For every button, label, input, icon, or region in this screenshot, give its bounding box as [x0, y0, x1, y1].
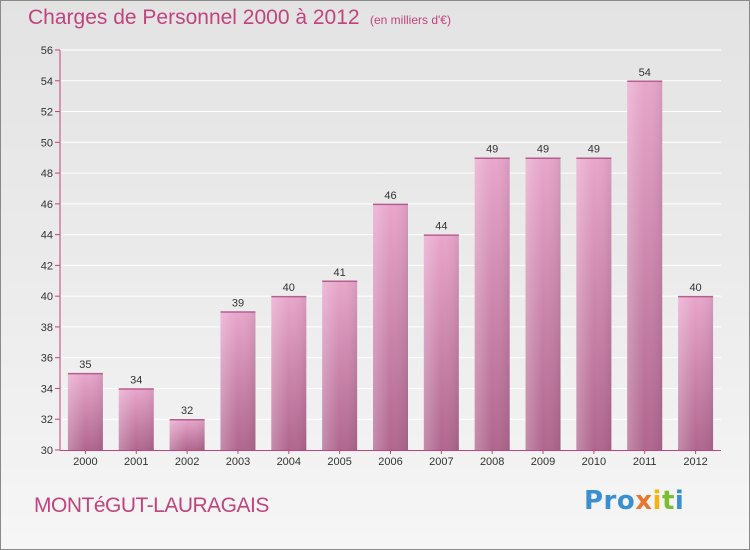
x-tick-label: 2007	[429, 456, 453, 468]
y-tick-label: 56	[41, 45, 53, 57]
x-tick-label: 2006	[378, 456, 402, 468]
commune-name: MONTéGUT-LAURAGAIS	[34, 494, 269, 517]
x-tick-label: 2002	[175, 456, 199, 468]
x-tick-labels: 2000 2001 2002 2003 2004 2005 2006 2007 2008 2009…	[73, 456, 708, 468]
y-tick-label: 50	[41, 137, 53, 149]
value-label: 49	[588, 144, 600, 156]
x-tick-label: 2005	[327, 456, 351, 468]
value-label: 46	[384, 190, 396, 202]
x-tick-label: 2001	[124, 456, 148, 468]
bar-shading	[220, 311, 256, 450]
x-tick-label: 2010	[582, 456, 606, 468]
value-label: 49	[486, 144, 498, 156]
x-tick-label: 2004	[277, 456, 301, 468]
x-tick-label: 2011	[633, 456, 657, 468]
y-tick-label: 36	[41, 353, 53, 365]
x-tick-label: 2000	[73, 456, 97, 468]
value-label: 35	[79, 359, 91, 371]
value-label: 54	[639, 67, 651, 79]
y-tick-label: 30	[41, 445, 53, 457]
y-tick-label: 34	[41, 383, 53, 395]
value-labels: 35 34 32 39 40 41 46 44 49 49 49 54 40	[79, 67, 701, 417]
chart-subtitle: (en milliers d'€)	[370, 13, 451, 27]
y-tick-label: 54	[41, 76, 53, 88]
value-label: 44	[435, 221, 447, 233]
bar-shading	[322, 280, 358, 450]
value-label: 41	[334, 267, 346, 279]
bar-shading	[423, 234, 459, 450]
bar-shading	[271, 296, 307, 450]
x-tick-label: 2008	[480, 456, 504, 468]
bar-shading	[627, 80, 663, 451]
value-label: 40	[283, 282, 295, 294]
value-label: 34	[130, 374, 142, 386]
y-tick-label: 46	[41, 199, 53, 211]
bar-shading	[118, 388, 154, 450]
y-tick-label: 40	[41, 291, 53, 303]
chart-title: Charges de Personnel 2000 à 2012	[28, 6, 360, 29]
bar-shading	[67, 373, 103, 450]
x-tick-label: 2009	[531, 456, 555, 468]
y-tick-label: 48	[41, 168, 53, 180]
value-label: 40	[689, 282, 701, 294]
y-tick-labels: 30 32 34 36 38 40 42 44 46 48 50 52 54 56	[41, 45, 53, 457]
axes	[55, 49, 721, 454]
y-tick-label: 42	[41, 260, 53, 272]
y-tick-label: 38	[41, 322, 53, 334]
bar-shading	[474, 157, 510, 450]
y-tick-label: 44	[41, 230, 53, 242]
bar-shading	[525, 157, 561, 450]
x-tick-label: 2012	[683, 456, 707, 468]
proxiti-logo: Proxiti	[584, 486, 685, 516]
x-tick-label: 2003	[226, 456, 250, 468]
bar-shading	[576, 157, 612, 450]
y-tick-label: 52	[41, 107, 53, 119]
value-label: 49	[537, 144, 549, 156]
y-tick-label: 32	[41, 414, 53, 426]
bar-shading	[169, 419, 205, 450]
bar-shading	[678, 296, 714, 450]
bar-shading	[373, 203, 408, 450]
value-label: 32	[181, 405, 193, 417]
bars	[67, 80, 714, 451]
value-label: 39	[232, 298, 244, 310]
